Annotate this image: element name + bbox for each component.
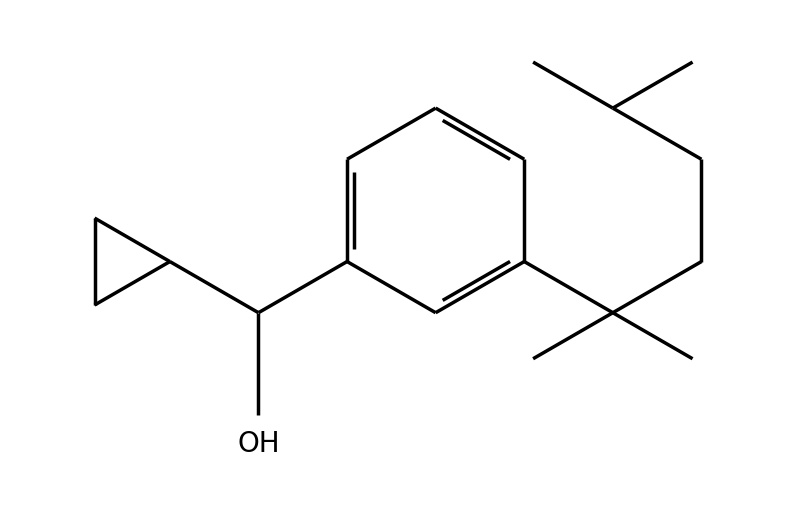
Text: OH: OH [237, 430, 279, 458]
